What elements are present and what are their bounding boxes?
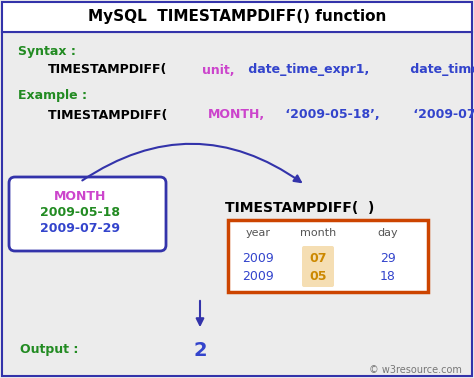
Text: Example :: Example :: [18, 88, 87, 102]
Text: ‘2009-05-18’,: ‘2009-05-18’,: [282, 108, 380, 121]
FancyArrowPatch shape: [197, 301, 203, 325]
Text: 29: 29: [380, 251, 396, 265]
Text: MONTH,: MONTH,: [208, 108, 265, 121]
Text: © w3resource.com: © w3resource.com: [369, 365, 462, 375]
Text: 2009: 2009: [242, 251, 274, 265]
Text: 2009: 2009: [242, 270, 274, 282]
Text: 05: 05: [309, 270, 327, 282]
FancyBboxPatch shape: [2, 2, 472, 32]
FancyBboxPatch shape: [228, 220, 428, 292]
Text: 2009-07-29: 2009-07-29: [40, 222, 120, 234]
Text: Output :: Output :: [20, 344, 78, 356]
Text: TIMESTAMPDIFF(: TIMESTAMPDIFF(: [48, 64, 167, 76]
Text: TIMESTAMPDIFF(: TIMESTAMPDIFF(: [48, 108, 172, 121]
FancyBboxPatch shape: [9, 177, 166, 251]
Text: date_time_expr1,: date_time_expr1,: [244, 64, 369, 76]
Text: year: year: [246, 228, 271, 238]
Text: 2009-05-18: 2009-05-18: [40, 206, 120, 218]
FancyArrowPatch shape: [82, 144, 301, 182]
Text: 07: 07: [309, 251, 327, 265]
Text: MySQL  TIMESTAMPDIFF() function: MySQL TIMESTAMPDIFF() function: [88, 9, 386, 25]
FancyBboxPatch shape: [302, 246, 334, 269]
Text: TIMESTAMPDIFF(  ): TIMESTAMPDIFF( ): [225, 201, 374, 215]
Text: 18: 18: [380, 270, 396, 282]
Text: 2: 2: [193, 341, 207, 359]
Text: ‘2009-07-29’: ‘2009-07-29’: [409, 108, 474, 121]
Text: unit,: unit,: [202, 64, 235, 76]
Text: day: day: [378, 228, 398, 238]
Text: date_time expr2: date_time expr2: [406, 64, 474, 76]
FancyBboxPatch shape: [2, 32, 472, 376]
Text: MONTH: MONTH: [54, 189, 106, 203]
Text: Syntax :: Syntax :: [18, 45, 76, 59]
FancyBboxPatch shape: [302, 264, 334, 287]
Text: month: month: [300, 228, 336, 238]
